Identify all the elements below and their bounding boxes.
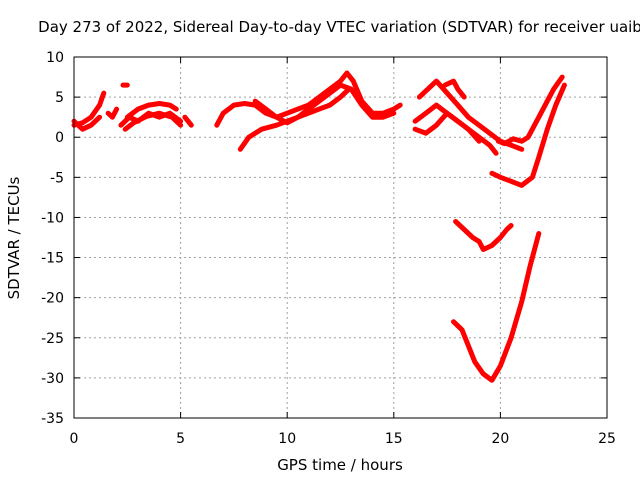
x-tick-label: 5 xyxy=(176,431,185,447)
y-tick-label: -20 xyxy=(41,291,64,307)
y-tick-label: 0 xyxy=(55,130,64,146)
x-tick-label: 10 xyxy=(278,431,296,447)
series-arc-6 xyxy=(495,74,565,147)
series-arc-8 xyxy=(453,219,514,252)
x-axis-label: GPS time / hours xyxy=(277,456,403,474)
series-arc-7 xyxy=(489,82,567,188)
y-axis-label: SDTVAR / TECUs xyxy=(5,176,23,299)
x-tick-label: 25 xyxy=(598,431,616,447)
series-arc-4a xyxy=(214,70,403,128)
ticks xyxy=(73,56,608,419)
series-arc-3 xyxy=(182,114,194,128)
tick-labels: 0 5 10 15 20 25 10 5 0 -5 -10 -15 -20 -25 -30 -35 xyxy=(41,50,616,447)
series-arc-5a xyxy=(416,78,525,152)
y-tick-label: -25 xyxy=(41,331,64,347)
y-tick-label: -15 xyxy=(41,251,64,267)
series-group xyxy=(71,70,567,383)
series-arc-9 xyxy=(451,231,542,383)
x-tick-label: 0 xyxy=(70,431,79,447)
x-tick-label: 20 xyxy=(491,431,509,447)
grid xyxy=(74,57,607,418)
series-arc-4c xyxy=(252,82,397,126)
series-arc-2d xyxy=(122,110,184,132)
plot-frame xyxy=(73,56,608,419)
x-tick-label: 15 xyxy=(385,431,403,447)
series-arc-early-c xyxy=(105,106,120,120)
y-tick-label: -5 xyxy=(50,170,64,186)
y-tick-label: -35 xyxy=(41,411,64,427)
series-arc-2c xyxy=(124,101,179,120)
y-tick-label: 10 xyxy=(46,50,64,66)
y-tick-label: -10 xyxy=(41,210,64,226)
series-arc-5c xyxy=(412,110,482,144)
y-tick-label: -30 xyxy=(41,371,64,387)
y-tick-label: 5 xyxy=(55,90,64,106)
series-arc-5d xyxy=(442,78,467,100)
chart-title: Day 273 of 2022, Sidereal Day-to-day VTE… xyxy=(38,18,640,36)
series-arc-early-b xyxy=(71,114,103,132)
